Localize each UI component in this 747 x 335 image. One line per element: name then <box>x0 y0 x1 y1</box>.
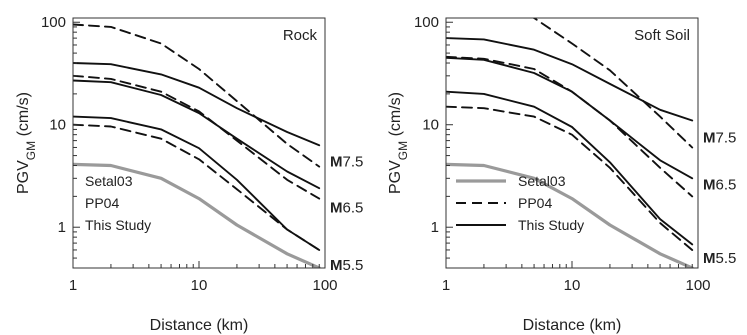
x-tick-label: 1 <box>442 277 450 294</box>
y-tick-label: 100 <box>41 14 66 31</box>
x-tick-label: 10 <box>564 277 581 294</box>
series-line-solid-7 <box>73 115 321 251</box>
y-axis-label: PGVGM (cm/s) <box>387 92 410 194</box>
magnitude-label: M5.5 <box>703 250 736 267</box>
series-line-solid-7 <box>446 90 694 246</box>
y-tick-label: 10 <box>49 117 66 134</box>
series-line-dashed-4 <box>446 105 694 251</box>
x-tick-label: 100 <box>312 277 337 294</box>
chart-panel-2: 1 10 100 1 10 100 Distance (km) PGVGM (cm/s) Sof… <box>387 14 736 334</box>
series-line-dashed-3 <box>73 74 321 200</box>
legend-label: Setal03 <box>85 173 133 189</box>
series-line-dashed-2 <box>73 23 321 168</box>
chart-panel-1: 1 10 100 1 10 100 Distance (km) PGVGM (cm/s) Roc… <box>15 14 363 334</box>
series-line-gray-1 <box>73 162 321 268</box>
series-line-solid-5 <box>73 62 321 147</box>
series-group <box>73 23 321 268</box>
legend: Setal03 PP04 This Study <box>456 173 584 233</box>
panel-label: Rock <box>283 27 318 44</box>
panel-label: Soft Soil <box>634 27 690 44</box>
x-axis-label: Distance (km) <box>523 317 622 334</box>
series-line-solid-5 <box>446 37 694 122</box>
series-line-solid-6 <box>446 56 694 180</box>
y-tick-label: 1 <box>58 219 66 236</box>
legend: Setal03 PP04 This Study <box>85 173 151 233</box>
legend-label: PP04 <box>85 195 119 211</box>
y-axis-label: PGVGM (cm/s) <box>15 92 38 194</box>
legend-label: Setal03 <box>518 173 566 189</box>
magnitude-label: M6.5 <box>703 177 736 194</box>
y-tick-label: 1 <box>431 219 439 236</box>
series-group <box>446 18 694 268</box>
series-line-dashed-2 <box>531 18 694 149</box>
magnitude-label: M7.5 <box>330 153 363 170</box>
series-line-solid-6 <box>73 79 321 190</box>
x-tick-label: 10 <box>191 277 208 294</box>
y-tick-label: 100 <box>414 14 439 31</box>
x-tick-label: 1 <box>69 277 77 294</box>
series-line-gray-1 <box>446 162 694 268</box>
legend-label: PP04 <box>518 195 552 211</box>
magnitude-label: M6.5 <box>330 200 363 217</box>
magnitude-label: M7.5 <box>703 130 736 147</box>
x-axis-label: Distance (km) <box>150 317 249 334</box>
magnitude-label: M5.5 <box>330 257 363 274</box>
series-line-dashed-3 <box>446 55 694 198</box>
legend-label: This Study <box>85 217 151 233</box>
y-tick-label: 10 <box>422 117 439 134</box>
x-tick-label: 100 <box>685 277 710 294</box>
legend-label: This Study <box>518 217 584 233</box>
